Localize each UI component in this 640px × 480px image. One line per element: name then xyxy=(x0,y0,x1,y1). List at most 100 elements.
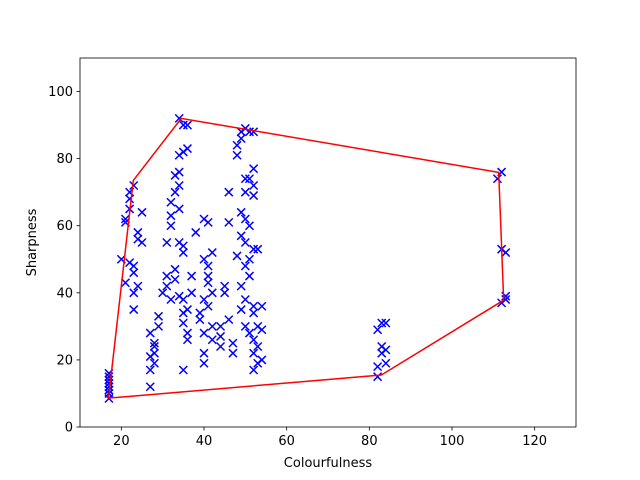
scatter-point xyxy=(199,328,209,338)
scatter-point xyxy=(174,167,184,177)
scatter-point xyxy=(187,288,197,298)
scatter-point xyxy=(162,281,172,291)
scatter-point xyxy=(199,348,209,358)
scatter-point xyxy=(133,281,143,291)
scatter-point xyxy=(182,144,192,154)
scatter-point xyxy=(149,341,159,352)
scatter-point xyxy=(199,294,209,305)
scatter-point xyxy=(199,358,209,368)
scatter-point xyxy=(240,187,250,197)
scatter-point xyxy=(170,274,180,284)
y-tick-label: 60 xyxy=(56,219,73,234)
scatter-point xyxy=(120,278,130,288)
scatter-point xyxy=(381,318,391,328)
y-axis-label: Sharpness xyxy=(25,208,40,276)
y-tick-label: 100 xyxy=(48,85,73,100)
x-tick-label: 120 xyxy=(522,434,547,449)
scatter-point xyxy=(195,315,205,325)
scatter-point xyxy=(249,365,259,375)
scatter-point xyxy=(244,328,254,338)
scatter-point xyxy=(174,113,184,123)
scatter-point xyxy=(240,214,250,224)
scatter-point xyxy=(182,120,192,130)
y-tick-label: 40 xyxy=(56,286,73,301)
scatter-point xyxy=(129,288,139,298)
x-tick-label: 20 xyxy=(113,434,130,449)
scatter-point xyxy=(373,325,383,335)
scatter-point xyxy=(145,365,155,375)
scatter-point xyxy=(240,174,250,184)
scatter-point xyxy=(240,261,250,271)
scatter-point xyxy=(166,221,176,231)
axes-frame xyxy=(79,57,577,428)
scatter-point xyxy=(129,180,139,191)
x-axis-label: Colourfulness xyxy=(284,456,373,471)
scatter-point xyxy=(174,150,184,160)
scatter-point xyxy=(174,204,184,214)
scatter-point xyxy=(170,187,180,197)
scatter-point xyxy=(257,355,267,365)
scatter-point xyxy=(166,294,176,305)
scatter-point xyxy=(249,164,259,174)
scatter-point xyxy=(162,271,172,281)
scatter-point xyxy=(207,248,217,258)
scatter-point xyxy=(236,133,246,144)
x-tick-label: 80 xyxy=(361,434,378,449)
y-tick-label: 0 xyxy=(65,421,73,436)
scatter-point xyxy=(133,227,143,237)
scatter-point xyxy=(203,301,213,311)
scatter-point xyxy=(232,150,242,160)
scatter-point xyxy=(216,341,226,352)
scatter-point xyxy=(236,281,246,291)
scatter-point xyxy=(154,311,164,321)
scatter-point xyxy=(187,271,197,281)
scatter-point xyxy=(244,174,254,184)
scatter-point xyxy=(220,281,230,291)
y-tick-label: 80 xyxy=(56,152,73,167)
scatter-point xyxy=(178,248,188,258)
scatter-point xyxy=(174,291,184,301)
scatter-point xyxy=(178,318,188,328)
scatter-point xyxy=(236,305,246,315)
scatter-point xyxy=(191,227,201,237)
scatter-point xyxy=(228,338,238,348)
scatter-point xyxy=(240,294,250,305)
scatter-point xyxy=(145,328,155,338)
scatter-point xyxy=(178,365,188,375)
scatter-point xyxy=(166,211,176,221)
scatter-point xyxy=(182,335,192,345)
scatter-point xyxy=(253,341,263,352)
scatter-point xyxy=(182,328,192,338)
scatter-point xyxy=(104,382,114,392)
x-tick-label: 40 xyxy=(196,434,213,449)
scatter-point xyxy=(373,362,383,372)
scatter-point xyxy=(129,268,139,278)
scatter-point xyxy=(253,244,263,254)
scatter-point xyxy=(249,308,259,318)
scatter-point xyxy=(149,358,159,368)
scatter-point xyxy=(249,127,259,137)
scatter-point xyxy=(249,301,259,311)
scatter-point xyxy=(224,315,234,325)
scatter-point xyxy=(216,321,226,331)
scatter-point xyxy=(373,372,383,382)
scatter-point xyxy=(158,288,168,298)
scatter-point xyxy=(137,237,147,248)
scatter-point xyxy=(203,278,213,288)
scatter-point xyxy=(207,288,217,298)
scatter-point xyxy=(182,305,192,315)
scatter-point xyxy=(228,348,238,358)
scatter-point xyxy=(257,325,267,335)
scatter-point xyxy=(244,221,254,231)
scatter-point xyxy=(170,264,180,274)
scatter-point xyxy=(125,258,135,268)
scatter-point xyxy=(154,321,164,331)
scatter-point xyxy=(166,197,176,207)
scatter-point xyxy=(195,308,205,318)
scatter-point xyxy=(145,352,155,362)
scatter-point xyxy=(203,217,213,227)
scatter-point xyxy=(207,335,217,345)
scatter-point xyxy=(249,335,259,345)
scatter-point xyxy=(240,237,250,248)
